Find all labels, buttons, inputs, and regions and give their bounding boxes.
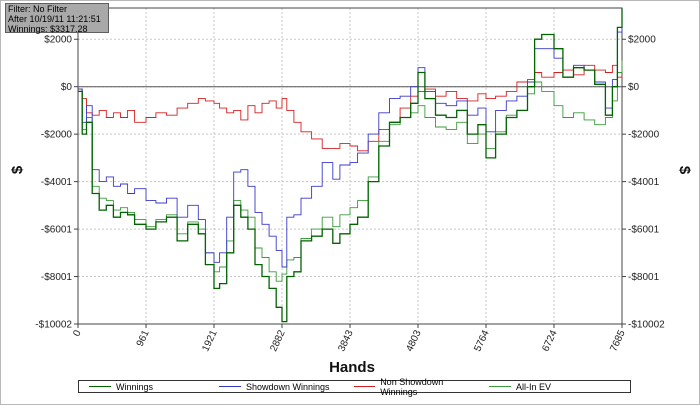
series-line-winnings xyxy=(78,8,623,323)
x-tick-label: 4803 xyxy=(404,328,424,353)
x-axis-ticks: 0 961 1921 2882 3843 4803 5764 6724 7685 xyxy=(71,324,628,353)
filter-label: Filter: No Filter xyxy=(8,4,68,14)
y-tick-label-left: -$2000 xyxy=(41,130,73,141)
y-tick-label-right: -$10002 xyxy=(628,320,665,331)
y-tick-label-right: $0 xyxy=(628,82,640,93)
legend-label: All-In EV xyxy=(516,381,552,392)
y-tick-label-left: $0 xyxy=(61,82,73,93)
filter-info-box: Filter: No Filter After 10/19/11 11:21:5… xyxy=(5,3,109,34)
legend-item: Showdown Winnings xyxy=(209,382,344,392)
y-tick-label-left: -$10002 xyxy=(35,320,72,331)
x-tick-label: 2882 xyxy=(268,328,288,353)
series-line-showdown-winnings xyxy=(78,15,623,268)
x-tick-label: 3843 xyxy=(336,328,356,353)
legend-item: Non Showdown Winnings xyxy=(344,377,479,397)
x-tick-label: 1921 xyxy=(200,328,220,353)
y-tick-label-left: -$8001 xyxy=(41,272,73,283)
legend-swatch xyxy=(89,386,111,387)
x-tick-label: 961 xyxy=(135,328,152,348)
date-range-label: After 10/19/11 11:21:51 xyxy=(8,14,101,24)
chart-legend: Winnings Showdown Winnings Non Showdown Wi… xyxy=(78,377,631,397)
legend-swatch xyxy=(219,386,241,387)
y-tick-label-right: $2000 xyxy=(628,35,656,46)
x-axis-title: Hands xyxy=(329,359,375,376)
legend-item: All-In EV xyxy=(479,382,619,392)
legend-swatch xyxy=(354,386,376,387)
y-tick-label-right: -$2000 xyxy=(628,130,660,141)
series-line-non-showdown-winnings xyxy=(78,64,623,152)
y-axis-left-ticks: $2000 $0 -$2000 -$4001 -$6001 -$8001 -$10002 xyxy=(35,35,78,331)
y-tick-label-right: -$6001 xyxy=(628,225,660,236)
legend-label: Winnings xyxy=(116,381,154,392)
y-axis-title-right: $ xyxy=(676,166,693,175)
winnings-label: Winnings: $3317.28 xyxy=(8,24,88,34)
x-tick-label: 7685 xyxy=(608,328,628,353)
y-tick-label-left: $2000 xyxy=(44,35,72,46)
y-tick-label-left: -$6001 xyxy=(41,225,73,236)
legend-item: Winnings xyxy=(79,382,209,392)
y-tick-label-right: -$4001 xyxy=(628,177,660,188)
legend-swatch xyxy=(489,386,511,387)
y-axis-right-ticks: $2000 $0 -$2000 -$4001 -$6001 -$8001 -$10002 xyxy=(622,35,665,331)
legend-label: Showdown Winnings xyxy=(246,381,330,392)
x-tick-label: 5764 xyxy=(472,328,492,353)
y-tick-label-left: -$4001 xyxy=(41,177,73,188)
x-tick-label: 0 xyxy=(71,328,84,338)
series-layer xyxy=(78,8,623,323)
y-tick-label-right: -$8001 xyxy=(628,272,660,283)
grid-layer xyxy=(77,8,623,325)
x-tick-label: 6724 xyxy=(540,328,560,353)
y-axis-title-left: $ xyxy=(9,165,26,174)
legend-label: Non Showdown Winnings xyxy=(380,376,444,397)
